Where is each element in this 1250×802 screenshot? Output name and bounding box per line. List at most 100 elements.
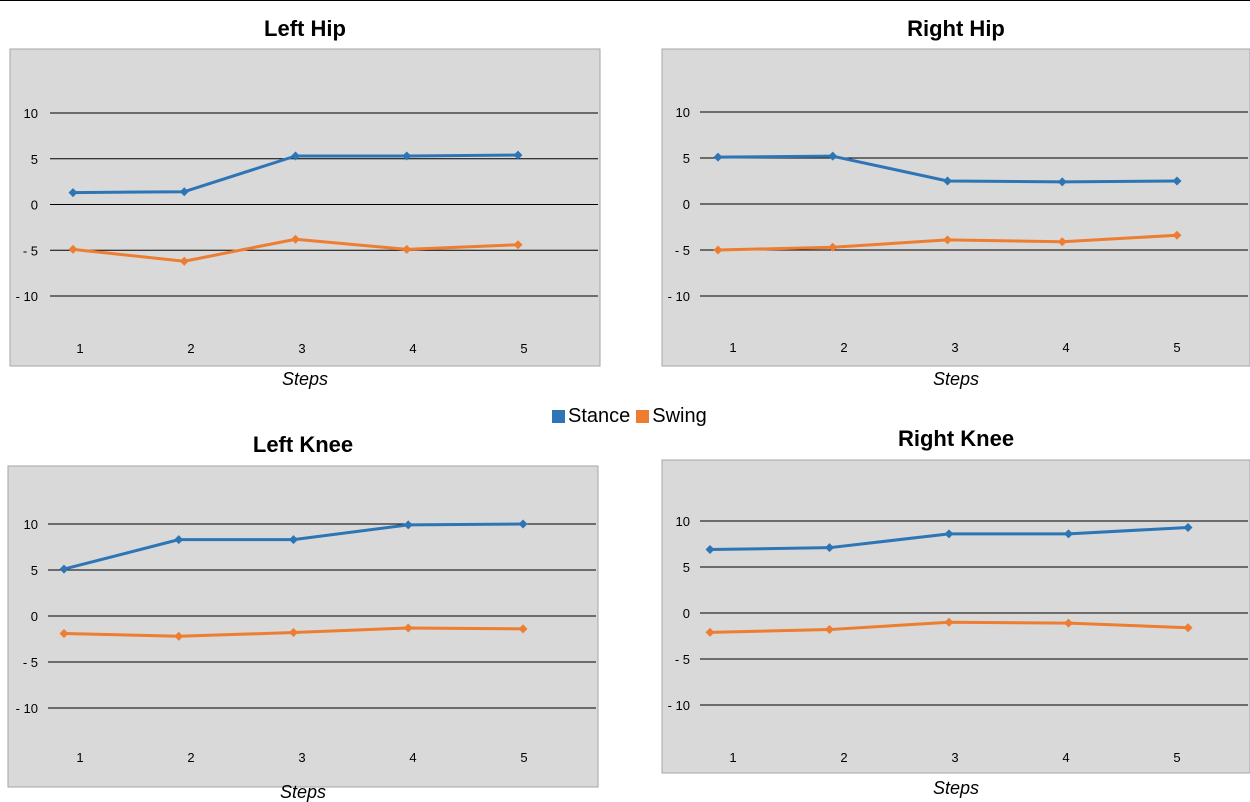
y-tick-label: 5 [683, 151, 690, 166]
x-tick-label: 5 [1173, 750, 1180, 765]
x-axis-label: Steps [282, 369, 328, 389]
top-divider [0, 0, 1250, 1]
data-point-swing [179, 256, 189, 266]
data-point-stance [59, 564, 69, 574]
x-tick-label: 5 [1173, 340, 1180, 355]
data-point-swing [402, 244, 412, 254]
legend-item-stance: Stance [552, 405, 630, 428]
data-point-stance [1183, 522, 1193, 532]
data-point-stance [828, 151, 838, 161]
y-tick-label: 0 [31, 609, 38, 624]
data-point-swing [1064, 618, 1073, 628]
y-tick-label: 10 [24, 517, 38, 532]
data-point-swing [68, 244, 78, 254]
chart-title: Left Hip [264, 16, 346, 41]
data-point-swing [174, 631, 184, 641]
x-tick-label: 4 [1062, 340, 1069, 355]
x-tick-label: 5 [520, 750, 527, 765]
data-point-swing [59, 628, 69, 638]
data-point-swing [1057, 237, 1067, 247]
y-tick-label: - 5 [675, 652, 690, 667]
data-point-swing [1172, 230, 1182, 240]
data-point-swing [291, 234, 300, 244]
data-point-stance [705, 545, 715, 555]
data-point-stance [403, 520, 413, 530]
chart-right-knee: 10 5 0 - 5 - 10 1 2 3 4 5 Right Knee Steps [661, 426, 1250, 798]
x-tick-label: 5 [520, 341, 527, 356]
y-tick-label: 10 [24, 106, 38, 121]
y-tick-label: 10 [676, 105, 690, 120]
y-tick-label: - 10 [16, 289, 38, 304]
data-point-swing [828, 242, 838, 252]
chart-left-knee: 10 5 0 - 5 - 10 1 2 3 4 5 Left Knee Steps [7, 432, 599, 802]
y-tick-label: 10 [676, 514, 690, 529]
data-point-swing [289, 628, 298, 638]
x-axis-label: Steps [933, 778, 979, 798]
y-tick-label: - 10 [668, 698, 690, 713]
data-point-stance [68, 188, 78, 198]
x-tick-label: 3 [951, 340, 958, 355]
x-tick-label: 4 [1062, 750, 1069, 765]
data-point-stance [943, 176, 952, 186]
x-tick-label: 3 [298, 750, 305, 765]
data-point-swing [513, 240, 523, 250]
chart-right-hip: 10 5 0 - 5 - 10 1 2 3 4 5 Right Hip Steps [661, 16, 1250, 389]
data-point-swing [825, 625, 834, 635]
data-point-swing [403, 623, 413, 633]
y-tick-label: - 5 [23, 243, 38, 258]
chart-title: Left Knee [253, 432, 353, 457]
y-tick-label: - 10 [16, 701, 38, 716]
data-point-stance [291, 151, 300, 161]
data-point-stance [1064, 529, 1073, 539]
x-axis-label: Steps [280, 782, 326, 802]
chart-title: Right Knee [898, 426, 1014, 451]
legend: Stance Swing [552, 405, 713, 428]
x-tick-label: 1 [729, 340, 736, 355]
x-tick-label: 4 [409, 750, 416, 765]
x-axis-label: Steps [933, 369, 979, 389]
y-tick-label: 0 [683, 606, 690, 621]
data-point-stance [513, 150, 523, 160]
y-tick-label: 0 [31, 198, 38, 213]
legend-label-swing: Swing [652, 405, 707, 427]
data-point-swing [943, 235, 952, 245]
data-point-stance [518, 519, 528, 529]
data-point-swing [1183, 623, 1193, 633]
legend-swatch-swing [636, 410, 650, 423]
data-point-stance [713, 152, 723, 162]
data-point-stance [174, 535, 184, 545]
x-tick-label: 3 [298, 341, 305, 356]
legend-label-stance: Stance [568, 405, 631, 427]
x-tick-label: 2 [187, 341, 194, 356]
data-point-swing [944, 617, 954, 627]
data-point-swing [705, 627, 715, 637]
plot-area [661, 459, 1250, 774]
x-tick-label: 3 [951, 750, 958, 765]
plot-area [661, 48, 1250, 367]
x-tick-label: 2 [840, 340, 847, 355]
y-tick-label: 5 [31, 563, 38, 578]
data-point-swing [518, 624, 528, 634]
data-point-stance [289, 535, 298, 545]
data-point-stance [402, 151, 412, 161]
legend-item-swing: Swing [636, 405, 707, 428]
y-tick-label: 0 [683, 197, 690, 212]
plot-area [7, 465, 599, 788]
y-tick-label: 5 [31, 152, 38, 167]
data-point-stance [1057, 177, 1067, 187]
x-tick-label: 1 [729, 750, 736, 765]
x-tick-label: 1 [76, 341, 83, 356]
x-tick-label: 1 [76, 750, 83, 765]
x-tick-label: 2 [840, 750, 847, 765]
data-point-stance [944, 529, 954, 539]
x-tick-label: 4 [409, 341, 416, 356]
y-tick-label: - 5 [23, 655, 38, 670]
chart-left-hip: 10 5 0 - 5 - 10 1 2 3 4 5 Left Hip Steps [9, 16, 601, 389]
data-point-swing [713, 245, 723, 255]
y-tick-label: - 10 [668, 289, 690, 304]
y-tick-label: - 5 [675, 243, 690, 258]
y-tick-label: 5 [683, 560, 690, 575]
data-point-stance [179, 187, 189, 197]
x-tick-label: 2 [187, 750, 194, 765]
